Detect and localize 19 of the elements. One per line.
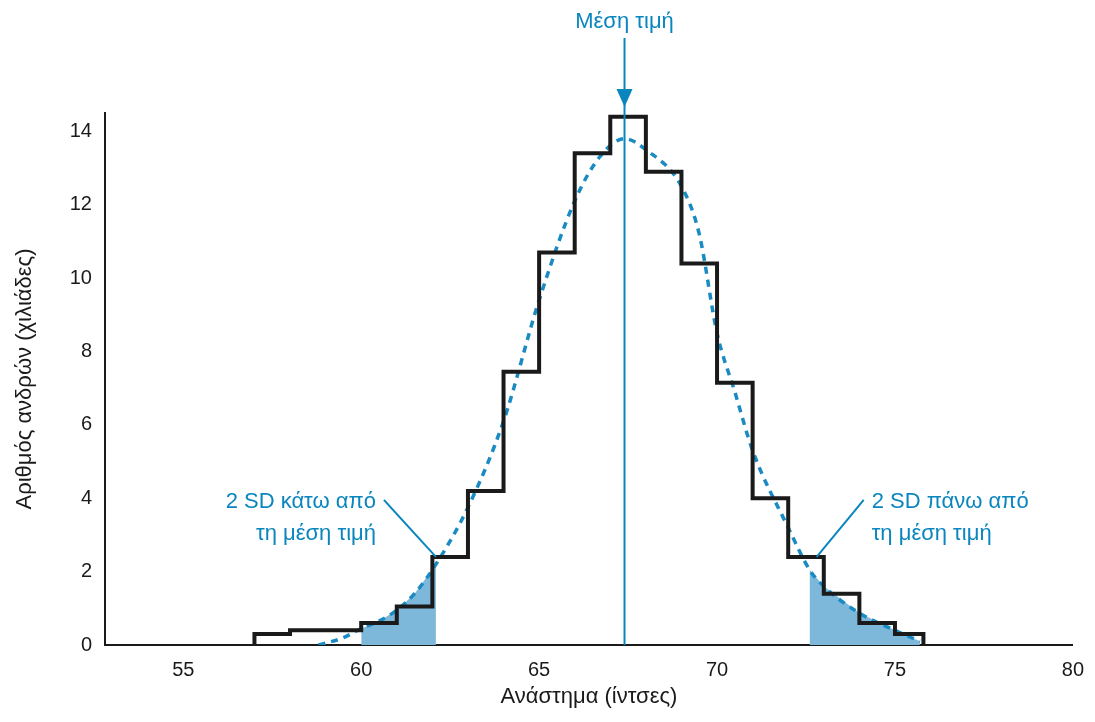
annotation: 2 SD κάτω από τη μέση τιμή bbox=[225, 488, 376, 546]
annotation: 2 SD πάνω από τη μέση τιμή bbox=[871, 488, 1029, 546]
y-tick-label: 14 bbox=[69, 118, 92, 141]
x-tick-label: 60 bbox=[350, 657, 373, 680]
y-tick-label: 2 bbox=[80, 559, 92, 582]
x-tick-label: 80 bbox=[1061, 657, 1084, 680]
y-tick-label: 0 bbox=[80, 632, 92, 655]
y-tick-label: 4 bbox=[80, 485, 92, 508]
x-tick-label: 70 bbox=[705, 657, 729, 680]
x-axis-title: Ανάστημα (ίντσες) bbox=[500, 682, 678, 708]
x-tick-label: 75 bbox=[883, 657, 907, 680]
x-tick-label: 65 bbox=[528, 657, 551, 680]
y-tick-label: 12 bbox=[69, 192, 92, 215]
y-axis-title: Αριθμός ανδρών (χιλιάδες) bbox=[11, 248, 37, 510]
y-tick-label: 10 bbox=[69, 265, 92, 288]
x-tick-label: 55 bbox=[172, 657, 195, 680]
ref-line-label: Μέση τιμή bbox=[575, 8, 674, 34]
y-tick-label: 6 bbox=[80, 412, 92, 435]
y-tick-label: 8 bbox=[80, 339, 92, 361]
